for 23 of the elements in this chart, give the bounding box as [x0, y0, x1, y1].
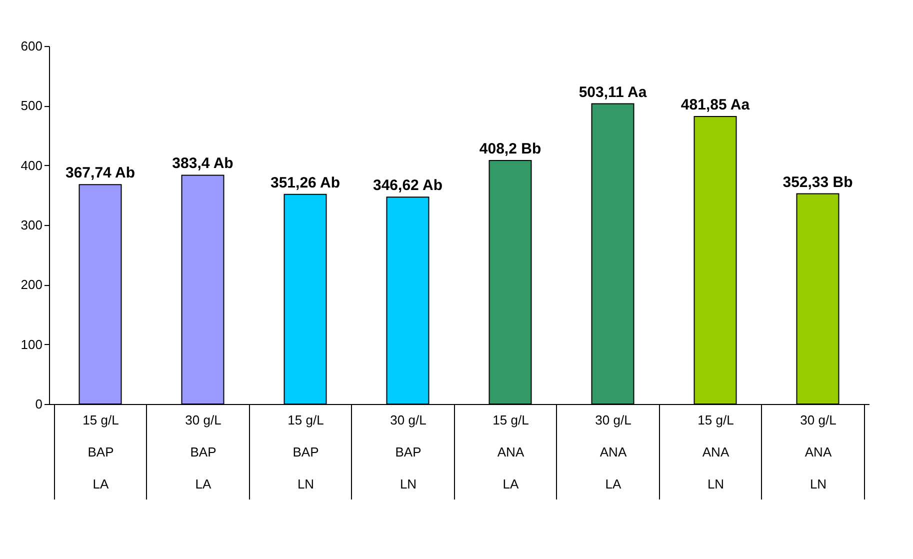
data-label: 352,33 Bb: [782, 174, 853, 191]
category-label: 15 g/L ANA LN: [698, 412, 734, 492]
y-tick-label: 500: [20, 98, 42, 114]
category-label: 15 g/L ANA LA: [492, 412, 529, 492]
category-label: 15 g/L BAP LA: [82, 412, 119, 492]
y-tick-label: 0: [35, 396, 42, 412]
category-label: 30 g/L BAP LA: [185, 412, 222, 492]
y-tick-label: 400: [20, 158, 42, 173]
category-label: 30 g/L ANA LA: [595, 412, 632, 492]
data-label: 346,62 Ab: [373, 177, 442, 194]
data-label: 351,26 Ab: [270, 174, 340, 192]
data-label: 367,74 Ab: [66, 164, 135, 182]
y-tick-label: 200: [20, 277, 42, 292]
data-label: 481,85 Aa: [680, 96, 750, 114]
data-label: 383,4 Ab: [172, 155, 234, 172]
y-tick-label: 100: [20, 336, 42, 352]
y-tick-label: 300: [20, 218, 42, 232]
data-label: 503,11 Aa: [578, 84, 648, 101]
category-label: 30 g/L BAP LN: [390, 412, 426, 492]
category-label: 15 g/L BAP LN: [288, 412, 324, 492]
data-label: 408,2 Bb: [479, 140, 542, 158]
category-label: 30 g/L ANA LN: [800, 412, 836, 492]
y-tick-label: 600: [20, 38, 42, 54]
